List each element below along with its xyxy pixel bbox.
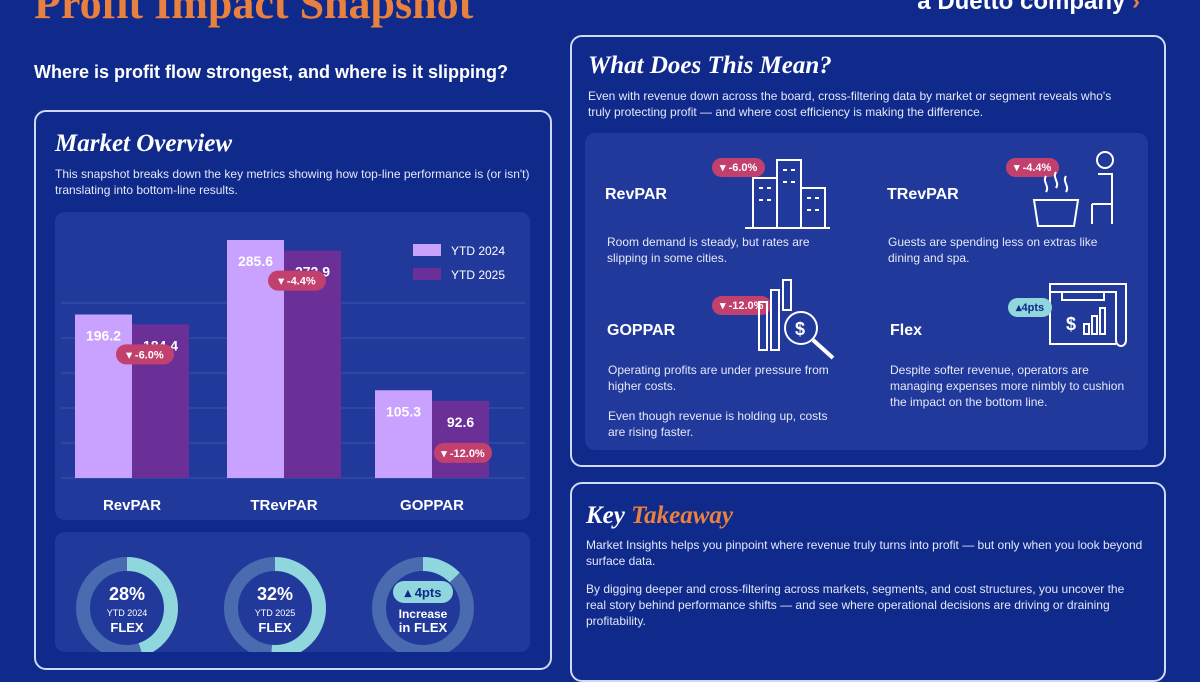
meaning-label-revpar: RevPAR (605, 186, 667, 203)
donut-line2: FLEX (110, 620, 144, 635)
category-label: GOPPAR (400, 497, 464, 514)
change-badge (434, 442, 492, 463)
meaning-label-trevpar: TRevPAR (887, 186, 959, 203)
flex-panel: 28% YTD 2024 FLEX 32% YTD 2025 FLEX ▴ 4pts Incr… (55, 532, 530, 659)
title-accent: Takeaway (631, 502, 733, 529)
donut-value: 28% (109, 584, 145, 604)
legend-label: YTD 2025 (451, 268, 505, 282)
change-badge-label: ▾ -4.4% (277, 276, 316, 288)
logo: a Duetto company › (917, 0, 1140, 16)
bar-goppar-2024 (375, 390, 432, 478)
flex-donuts: 28% YTD 2024 FLEX 32% YTD 2025 FLEX ▴ 4pts Incr… (76, 557, 474, 659)
donut-line1: Increase (399, 607, 448, 621)
meaning-text-goppar: Operating profits are under pressure fro… (608, 363, 829, 393)
buildings-icon (745, 159, 830, 229)
donut-line1: YTD 2025 (255, 608, 296, 618)
logo-text: a Duetto company (917, 0, 1126, 15)
meaning-text-revpar: Room demand is steady, but rates are sli… (607, 235, 810, 265)
bar-value-label: 92.6 (447, 414, 474, 430)
category-label: TRevPAR (250, 497, 317, 514)
donut-fill (76, 557, 178, 659)
subtitle: Where is profit flow strongest, and wher… (34, 62, 509, 82)
change-badge-label: ▾ -12.0% (440, 448, 485, 460)
bar-revpar-2024 (75, 314, 132, 478)
change-badge (268, 270, 326, 291)
spa-guest-icon (1032, 151, 1114, 227)
donut-line2: in FLEX (399, 620, 448, 635)
legend-label: YTD 2024 (451, 244, 505, 258)
donut-value: 32% (257, 584, 293, 604)
chevron-icon: › (1132, 0, 1140, 15)
market-overview-title: Market Overview (55, 130, 233, 157)
meaning-title: What Does This Mean? (588, 52, 832, 79)
magnifier-dollar-icon: $ (758, 279, 835, 360)
goppar-badge: ▾ -12.0% (712, 296, 772, 315)
svg-text:$: $ (795, 319, 805, 339)
change-badge (116, 344, 174, 365)
market-overview-description: This snapshot breaks down the key metric… (55, 167, 530, 197)
svg-text:$: $ (1066, 314, 1076, 334)
category-label: RevPAR (103, 497, 161, 514)
meaning-text-trevpar: Guests are spending less on extras like … (888, 235, 1098, 265)
page-title: Profit Impact Snapshot (34, 0, 474, 28)
bar-goppar-2025 (432, 400, 489, 478)
donut-fill (372, 557, 474, 659)
increase-badge-label: ▴ 4pts (404, 585, 442, 600)
revpar-badge: ▾ -6.0% (712, 158, 766, 177)
document-chart-icon: $ (1049, 283, 1127, 347)
bar-value-label: 105.3 (386, 403, 421, 419)
meaning-label-flex: Flex (890, 322, 923, 339)
key-takeaway-title: Key Takeaway (586, 502, 733, 530)
flex-badge: ▴4pts (1008, 298, 1053, 317)
donut-line2: FLEX (258, 620, 292, 635)
bar-value-label: 196.2 (86, 328, 121, 344)
meaning-intro: Even with revenue down across the board,… (588, 89, 1112, 119)
meaning-card (570, 35, 1166, 467)
title-part: Key (586, 502, 632, 529)
legend-swatch (413, 244, 441, 256)
change-badge-label: ▾ -6.0% (125, 349, 164, 361)
takeaway-p1: Market Insights helps you pinpoint where… (586, 538, 1143, 568)
meaning-text-goppar-2: Even though revenue is holding up, costs… (608, 409, 828, 439)
bar-value-label: 285.6 (238, 253, 273, 269)
meaning-text-flex: Despite softer revenue, operators are ma… (890, 363, 1125, 409)
increase-badge (393, 581, 453, 603)
meaning-label-goppar: GOPPAR (607, 322, 676, 339)
legend-swatch (413, 268, 441, 280)
takeaway-p2: By digging deeper and cross-filtering ac… (586, 582, 1125, 628)
donut-line1: YTD 2024 (107, 608, 148, 618)
trevpar-badge: ▾ -4.4% (1006, 158, 1060, 177)
